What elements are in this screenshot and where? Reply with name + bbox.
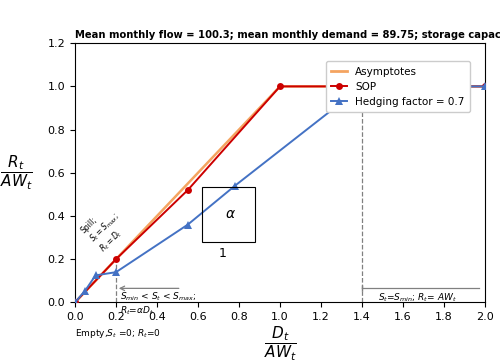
Text: Mean monthly flow = 100.3; mean monthly demand = 89.75; storage capacity = 350; : Mean monthly flow = 100.3; mean monthly … [75, 30, 500, 40]
Legend: Asymptotes, SOP, Hedging factor = 0.7: Asymptotes, SOP, Hedging factor = 0.7 [326, 61, 470, 112]
Text: Spill;
$S_t = S_{max}$;
$R_t = D_t$: Spill; $S_t = S_{max}$; $R_t = D_t$ [79, 202, 132, 255]
Text: $S_t$=$S_{min}$; $R_t$= $AW_t$: $S_t$=$S_{min}$; $R_t$= $AW_t$ [378, 291, 457, 304]
Text: $S_{min}$ < $S_t$ < $S_{max}$;
$R_t$=$α$$D_t$: $S_{min}$ < $S_t$ < $S_{max}$; $R_t$=$α$… [120, 291, 196, 317]
Text: Empty,$S_t$ =0; $R_t$=0: Empty,$S_t$ =0; $R_t$=0 [75, 327, 161, 340]
Text: 1: 1 [218, 247, 226, 260]
X-axis label: $\dfrac{D_t}{AW_t}$: $\dfrac{D_t}{AW_t}$ [264, 325, 296, 360]
Text: $\alpha$: $\alpha$ [224, 207, 235, 221]
Bar [202, 187, 256, 242]
Y-axis label: $\dfrac{R_t}{AW_t}$: $\dfrac{R_t}{AW_t}$ [0, 154, 34, 192]
